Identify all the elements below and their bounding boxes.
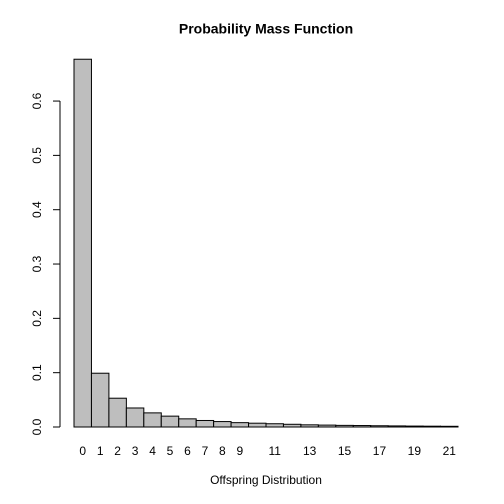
x-tick-label: 1 (97, 444, 104, 458)
x-tick-label: 19 (408, 444, 422, 458)
bar (265, 423, 284, 428)
bar (230, 422, 250, 428)
y-tick-label: 0.2 (30, 310, 44, 327)
chart-title: Probability Mass Function (179, 21, 353, 37)
x-tick-label: 4 (149, 444, 156, 458)
bar (352, 425, 372, 428)
bar (178, 418, 197, 428)
bar (90, 372, 110, 428)
bar (440, 425, 459, 428)
y-tick-label: 0.1 (30, 364, 44, 381)
bar (143, 412, 162, 428)
x-tick-label: 9 (236, 444, 243, 458)
x-tick-label: 5 (167, 444, 174, 458)
bar (317, 424, 337, 428)
x-tick-label: 7 (202, 444, 209, 458)
x-tick-label: 13 (303, 444, 317, 458)
x-tick-label: 6 (184, 444, 191, 458)
x-tick-label: 3 (132, 444, 139, 458)
bar (125, 407, 145, 428)
y-tick-label: 0.6 (30, 92, 44, 109)
bar (73, 58, 92, 428)
bar (387, 425, 407, 428)
bar (405, 425, 424, 428)
y-tick-label: 0.5 (30, 147, 44, 164)
bar (300, 424, 319, 428)
y-tick-label: 0.3 (30, 255, 44, 272)
bar (282, 423, 302, 428)
bar (213, 421, 232, 428)
x-axis-label: Offspring Distribution (210, 473, 322, 487)
bar (370, 425, 389, 428)
x-tick-label: 2 (114, 444, 121, 458)
x-tick-label: 21 (443, 444, 457, 458)
x-tick-label: 17 (373, 444, 387, 458)
x-tick-label: 15 (338, 444, 352, 458)
bar (160, 415, 180, 428)
bar (195, 419, 215, 428)
y-tick-label: 0.4 (30, 201, 44, 218)
x-tick-label: 8 (219, 444, 226, 458)
bar (335, 424, 354, 428)
x-tick-label: 0 (79, 444, 86, 458)
bar (108, 397, 127, 428)
bar (248, 422, 267, 428)
bar (422, 425, 442, 428)
x-tick-label: 11 (268, 444, 281, 458)
y-tick-label: 0.0 (30, 418, 44, 435)
